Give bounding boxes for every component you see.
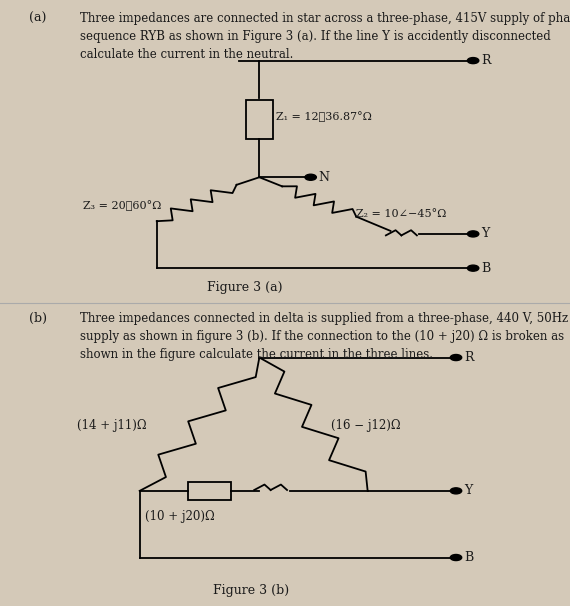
Circle shape	[467, 265, 479, 271]
Text: Y: Y	[465, 484, 473, 498]
Bar	[188, 482, 231, 499]
Text: R: R	[465, 351, 474, 364]
Text: Z₂ = 10∠−45°Ω: Z₂ = 10∠−45°Ω	[356, 208, 447, 219]
Text: Three impedances are connected in star across a three-phase, 415V supply of phas: Three impedances are connected in star a…	[80, 12, 570, 61]
Text: (14 + j11)Ω: (14 + j11)Ω	[77, 419, 146, 432]
Circle shape	[467, 58, 479, 64]
Text: (10 + j20)Ω: (10 + j20)Ω	[145, 510, 215, 523]
Text: (a): (a)	[28, 12, 46, 25]
Text: Three impedances connected in delta is supplied from a three-phase, 440 V, 50Hz
: Three impedances connected in delta is s…	[80, 312, 568, 361]
Circle shape	[467, 231, 479, 237]
Bar	[246, 100, 273, 139]
Text: Figure 3 (a): Figure 3 (a)	[207, 281, 283, 294]
Circle shape	[305, 175, 316, 181]
Circle shape	[450, 488, 462, 494]
Text: Z₃ = 20∖60°Ω: Z₃ = 20∖60°Ω	[83, 201, 161, 211]
Text: Y: Y	[482, 227, 490, 241]
Text: (b): (b)	[28, 312, 47, 325]
Text: R: R	[482, 54, 491, 67]
Text: N: N	[318, 171, 329, 184]
Text: Figure 3 (b): Figure 3 (b)	[213, 584, 289, 597]
Circle shape	[450, 355, 462, 361]
Text: (16 − j12)Ω: (16 − j12)Ω	[331, 419, 400, 432]
Text: B: B	[482, 262, 491, 275]
Text: B: B	[465, 551, 474, 564]
Text: Z₁ = 12∖36.87°Ω: Z₁ = 12∖36.87°Ω	[276, 112, 372, 122]
Circle shape	[450, 554, 462, 561]
